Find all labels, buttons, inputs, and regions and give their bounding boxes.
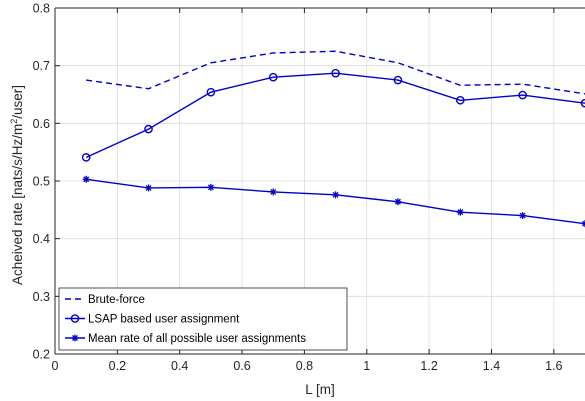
data-point-2-3 bbox=[206, 87, 216, 97]
x-tick-label: 1.6 bbox=[545, 359, 562, 373]
legend-label-2: LSAP based user assignment bbox=[88, 314, 240, 326]
marker-stroke bbox=[270, 188, 277, 195]
data-point-3-6 bbox=[394, 198, 402, 206]
x-tick-label: 0 bbox=[52, 359, 59, 373]
data-point-3-8 bbox=[519, 212, 527, 220]
series-2 bbox=[81, 68, 585, 162]
data-point-3-5 bbox=[332, 191, 340, 199]
y-axis-label-tail: /user] bbox=[10, 85, 25, 119]
data-point-3-2 bbox=[145, 184, 153, 192]
tick-labels: 0 0.2 0.4 0.6 0.8 1 1.2 1.4 1.60.20.30.40.50.60.… bbox=[33, 2, 563, 374]
series-layer bbox=[81, 50, 585, 228]
data-point-2-9 bbox=[580, 98, 585, 108]
x-axis-label: L [m] bbox=[305, 382, 335, 397]
data-point-2-1 bbox=[81, 153, 91, 162]
x-tick-label: 1.4 bbox=[483, 359, 500, 373]
data-point-3-1 bbox=[82, 175, 90, 183]
legend-label-1: Brute-force bbox=[88, 294, 145, 306]
x-tick-label: 0.2 bbox=[109, 359, 126, 373]
data-point-3-9 bbox=[581, 220, 585, 228]
series-3 bbox=[82, 175, 585, 228]
legend-marker-3 bbox=[71, 334, 79, 342]
marker-stroke bbox=[207, 184, 214, 191]
y-tick-label: 0.3 bbox=[33, 290, 50, 304]
y-tick-label: 0.5 bbox=[33, 175, 50, 189]
legend-marker-2 bbox=[70, 314, 80, 323]
marker-stroke bbox=[582, 220, 585, 225]
marker-stroke bbox=[83, 176, 90, 183]
marker-stroke bbox=[457, 209, 464, 216]
legend-box bbox=[58, 287, 348, 351]
marker-stroke bbox=[582, 222, 585, 227]
data-point-2-2 bbox=[144, 124, 153, 134]
x-tick-label: 1 bbox=[363, 359, 370, 373]
data-point-3-3 bbox=[207, 183, 215, 191]
series-1 bbox=[86, 50, 585, 95]
y-tick-label: 0.4 bbox=[33, 232, 50, 246]
x-tick-label: 0.4 bbox=[171, 359, 188, 373]
data-point-2-8 bbox=[518, 90, 527, 100]
legend: Brute-force LSAP based user assignment Mea… bbox=[58, 287, 348, 351]
data-point-2-6 bbox=[393, 75, 403, 85]
y-tick-label: 0.7 bbox=[33, 59, 50, 73]
marker-stroke bbox=[394, 198, 401, 205]
y-tick-label: 0.8 bbox=[33, 2, 50, 16]
y-axis-label-superscript: 2 bbox=[9, 119, 19, 124]
data-point-2-5 bbox=[331, 68, 340, 78]
y-tick-label: 0.2 bbox=[33, 348, 50, 362]
y-axis-label-main: Acheived rate [nats/s/Hz/m bbox=[10, 124, 25, 285]
marker-stroke bbox=[145, 184, 152, 191]
marker-stroke bbox=[519, 212, 526, 219]
data-point-3-4 bbox=[269, 188, 277, 196]
marker-stroke bbox=[332, 191, 339, 198]
series-line-2 bbox=[85, 72, 585, 158]
y-tick-label: 0.6 bbox=[33, 117, 50, 131]
marker-stroke bbox=[72, 335, 78, 341]
y-axis-label: Acheived rate [nats/s/Hz/m2/user] bbox=[9, 85, 25, 285]
data-point-3-7 bbox=[456, 208, 464, 216]
series-line-1 bbox=[86, 50, 585, 95]
x-tick-label: 0.6 bbox=[233, 359, 250, 373]
x-tick-label: 0.8 bbox=[296, 359, 313, 373]
x-tick-label: 1.2 bbox=[420, 359, 437, 373]
data-point-2-4 bbox=[268, 72, 278, 82]
legend-label-3: Mean rate of all possible user assignmen… bbox=[88, 333, 306, 345]
data-point-2-7 bbox=[455, 95, 465, 105]
